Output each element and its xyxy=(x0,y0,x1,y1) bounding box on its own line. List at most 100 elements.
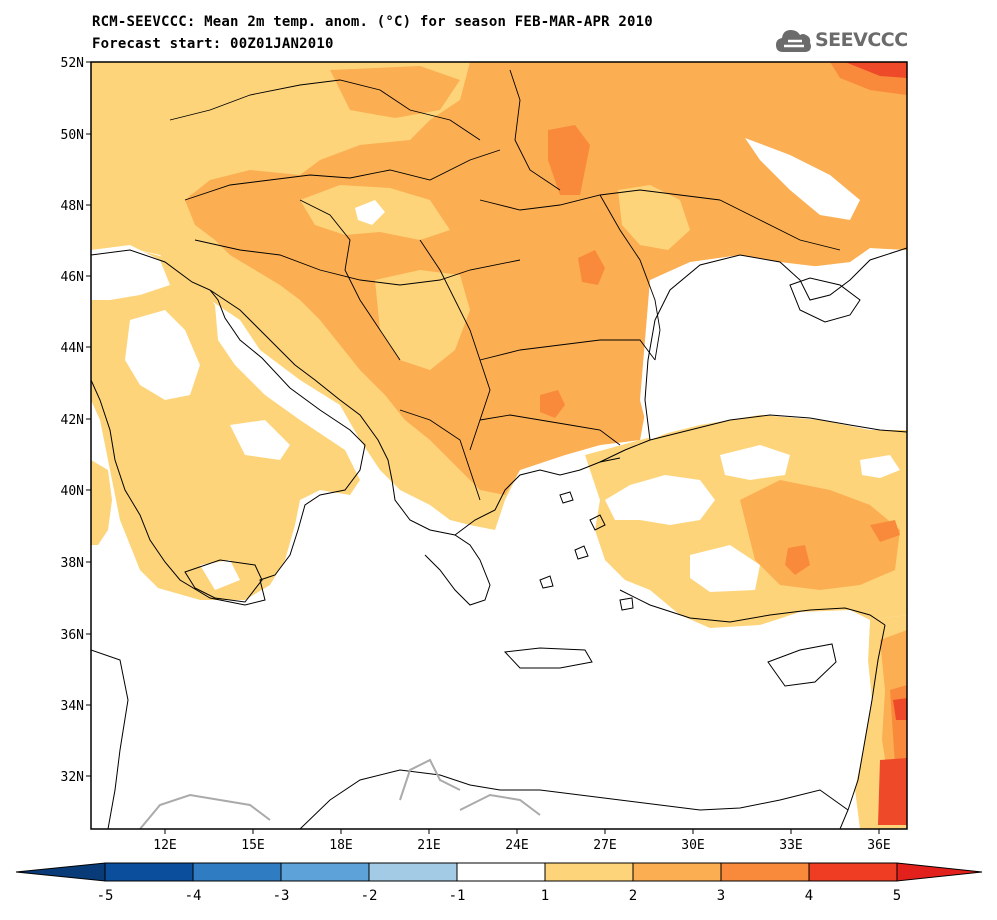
border-2 xyxy=(184,149,501,201)
border-5 xyxy=(419,239,491,451)
colorbar-segment-8 xyxy=(808,862,898,882)
colorbar-label: 3 xyxy=(717,888,725,904)
colorbar-label: -4 xyxy=(185,888,202,904)
colorbar-segment-2 xyxy=(280,862,370,882)
anomaly-neutral-italy-south xyxy=(230,420,290,460)
lat-label: 46N xyxy=(61,270,84,285)
anomaly-3-4-anatolia-a xyxy=(785,545,810,575)
anomaly-4-5-ne xyxy=(845,62,907,78)
coastlines xyxy=(91,247,907,829)
rivers xyxy=(139,758,541,829)
border-8 xyxy=(599,194,661,361)
anomaly-neutral-anatolia-a xyxy=(605,475,715,525)
cloud-icon xyxy=(776,30,811,52)
colorbar-label: -5 xyxy=(97,888,114,904)
cyprus-coastline xyxy=(767,643,837,687)
lon-label: 27E xyxy=(593,838,616,853)
anomaly-neutral-anatolia-c xyxy=(860,455,900,478)
anomaly-neutral-anatolia-d xyxy=(690,545,760,592)
colorbar-label: -3 xyxy=(273,888,290,904)
anomaly-3-4-anatolia-b xyxy=(870,520,900,542)
border-3 xyxy=(194,239,521,286)
crete-coastline xyxy=(503,647,593,669)
lon-label: 18E xyxy=(329,838,352,853)
lat-label: 52N xyxy=(61,56,84,71)
lat-label: 32N xyxy=(61,770,84,785)
aegean-islands xyxy=(539,491,634,611)
libya-coastline xyxy=(299,769,849,829)
river-1 xyxy=(139,793,271,829)
sicily-coastline xyxy=(184,559,263,603)
border-11 xyxy=(399,409,481,501)
lat-label: 48N xyxy=(61,199,84,214)
border-10 xyxy=(479,414,621,446)
forecast-start-label: Forecast start: 00Z01JAN2010 xyxy=(92,36,334,52)
anomaly-neutral-alps xyxy=(91,245,170,300)
anatolia-south-coastline xyxy=(619,589,886,626)
river-3 xyxy=(459,793,541,816)
border-9 xyxy=(479,339,656,361)
colorbar-label: 4 xyxy=(805,888,813,904)
anomaly-2-3-central xyxy=(185,62,907,495)
anomaly-4-5-se-a xyxy=(893,698,907,720)
lat-ticks xyxy=(86,61,91,777)
anomaly-field xyxy=(91,62,907,829)
lon-label: 33E xyxy=(779,838,802,853)
lat-label: 44N xyxy=(61,341,84,356)
lat-label: 38N xyxy=(61,556,84,571)
black-sea-coastline xyxy=(644,247,907,441)
anomaly-neutral-anatolia-b xyxy=(720,445,790,480)
map-frame xyxy=(90,61,908,830)
anomaly-1-2-sardinia xyxy=(91,460,112,545)
border-12 xyxy=(719,199,841,251)
adriatic-coastline xyxy=(209,289,491,606)
lat-label: 34N xyxy=(61,699,84,714)
anomaly-3-4-romania xyxy=(578,250,605,285)
anatolia-coastline xyxy=(599,414,907,463)
colorbar xyxy=(15,862,983,882)
anomaly-neutral-italy xyxy=(125,310,200,400)
colorbar-segment-7 xyxy=(720,862,810,882)
colorbar-label: 2 xyxy=(629,888,637,904)
anomaly-4-5-se-b xyxy=(878,758,907,825)
italy-coastline xyxy=(91,249,366,606)
colorbar-labels: -5 -4 -3 -2 -1 1 2 3 4 5 xyxy=(97,888,902,904)
anomaly-3-4-belarus xyxy=(548,125,590,195)
lat-label: 36N xyxy=(61,628,84,643)
anomaly-3-4-bulgaria xyxy=(540,390,565,418)
lat-label: 42N xyxy=(61,413,84,428)
colorbar-segment-3 xyxy=(368,862,458,882)
lat-labels: 52N 50N 48N 46N 44N 42N 40N 38N 36N 34N … xyxy=(61,56,84,785)
border-1 xyxy=(169,79,481,141)
lat-label: 50N xyxy=(61,128,84,143)
colorbar-label: 5 xyxy=(893,888,901,904)
colorbar-segment-1 xyxy=(192,862,282,882)
anomaly-2-3-west xyxy=(190,180,280,245)
border-7 xyxy=(509,69,561,191)
anomaly-neutral-sicily xyxy=(200,560,240,590)
river-2 xyxy=(399,758,461,801)
colorbar-label: 1 xyxy=(541,888,549,904)
anomaly-2-3-anatolia xyxy=(740,480,900,590)
lon-ticks xyxy=(164,829,880,834)
colorbar-segment-6 xyxy=(632,862,722,882)
lon-label: 36E xyxy=(867,838,890,853)
africa-coastline xyxy=(91,649,129,829)
colorbar-label: -2 xyxy=(361,888,378,904)
colorbar-right-arrow xyxy=(896,862,983,882)
anomaly-1-2-hole-serbia xyxy=(375,270,470,370)
colorbar-segment-0 xyxy=(104,862,194,882)
anomaly-2-3-north xyxy=(330,66,460,118)
anomaly-neutral-slovakia xyxy=(355,200,385,225)
lon-label: 30E xyxy=(681,838,704,853)
seevccc-logo: SEEVCCC xyxy=(775,24,915,58)
logo-text: SEEVCCC xyxy=(815,29,908,51)
greece-coastline xyxy=(454,457,621,536)
anomaly-1-2-hole-ukraine xyxy=(618,185,690,250)
lon-label: 12E xyxy=(153,838,176,853)
map-title: RCM-SEEVCCC: Mean 2m temp. anom. (°C) fo… xyxy=(92,14,653,30)
country-borders xyxy=(169,69,841,501)
lon-labels: 12E 15E 18E 21E 24E 27E 30E 33E 36E xyxy=(153,838,890,853)
colorbar-label: -1 xyxy=(449,888,466,904)
